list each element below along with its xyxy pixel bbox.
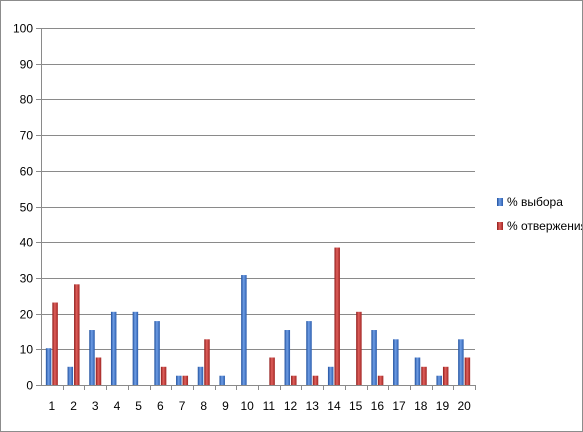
y-tick-label: 60 bbox=[20, 165, 34, 179]
y-tick-label: 90 bbox=[20, 58, 34, 72]
bar-choice-9 bbox=[219, 375, 225, 385]
bar-rejection-7 bbox=[182, 375, 189, 385]
x-tick-label: 18 bbox=[414, 399, 428, 413]
x-tick-label: 6 bbox=[157, 399, 164, 413]
legend-label-rejection: % отвержения bbox=[507, 219, 582, 233]
bar-rejection-8 bbox=[204, 339, 210, 385]
gridlines bbox=[41, 28, 475, 350]
x-tick-label: 2 bbox=[70, 399, 77, 413]
bar-choice-6 bbox=[154, 321, 160, 385]
y-tick-label: 80 bbox=[20, 93, 34, 107]
legend-swatch-rejection bbox=[497, 222, 503, 230]
x-tick-label: 4 bbox=[114, 399, 121, 413]
bar-choice-3 bbox=[89, 330, 95, 385]
x-tick-label: 13 bbox=[306, 399, 320, 413]
y-tick-label: 10 bbox=[20, 343, 34, 357]
legend: % выбора % отвержения bbox=[497, 195, 582, 233]
x-tick-label: 9 bbox=[222, 399, 229, 413]
bar-choice-17 bbox=[393, 339, 399, 385]
bar-choice-2 bbox=[67, 366, 74, 385]
x-tick-label: 8 bbox=[200, 399, 207, 413]
x-tick-label: 15 bbox=[349, 399, 363, 413]
bar-rejection-3 bbox=[95, 357, 102, 385]
x-tick-label: 10 bbox=[240, 399, 254, 413]
bar-rejection-19 bbox=[442, 366, 449, 385]
x-tick-label: 16 bbox=[371, 399, 385, 413]
bar-rejection-12 bbox=[291, 375, 297, 385]
bar-choice-5 bbox=[132, 311, 139, 385]
bar-rejection-11 bbox=[269, 357, 275, 385]
bar-rejection-6 bbox=[160, 366, 167, 385]
bar-rejection-18 bbox=[421, 366, 427, 385]
bar-choice-16 bbox=[371, 330, 377, 385]
bar-choice-1 bbox=[45, 348, 52, 385]
y-tick-label: 100 bbox=[13, 22, 33, 36]
x-tick-label: 7 bbox=[179, 399, 186, 413]
bar-rejection-14 bbox=[334, 247, 340, 385]
bar-rejection-15 bbox=[356, 311, 362, 385]
legend-swatch-choice bbox=[497, 198, 503, 206]
y-tick-label: 70 bbox=[20, 129, 34, 143]
bar-rejection-16 bbox=[377, 375, 384, 385]
bar-choice-19 bbox=[436, 375, 442, 385]
legend-label-choice: % выбора bbox=[507, 195, 563, 209]
bar-choice-4 bbox=[110, 311, 117, 385]
bar-choice-13 bbox=[306, 321, 312, 385]
y-tick-label: 40 bbox=[20, 236, 34, 250]
bars bbox=[45, 247, 471, 385]
bar-rejection-20 bbox=[464, 357, 471, 385]
y-tick-label: 30 bbox=[20, 272, 34, 286]
bar-choice-20 bbox=[458, 339, 464, 385]
axes bbox=[36, 28, 476, 390]
x-tick-label: 3 bbox=[92, 399, 99, 413]
x-tick-label: 11 bbox=[263, 399, 276, 413]
bar-rejection-2 bbox=[74, 284, 80, 385]
bar-rejection-1 bbox=[52, 302, 58, 385]
x-tick-label: 12 bbox=[284, 399, 298, 413]
x-tick-label: 14 bbox=[327, 399, 341, 413]
y-tick-labels: 0 10 20 30 40 50 60 70 80 90 100 bbox=[13, 22, 33, 393]
bar-choice-14 bbox=[327, 366, 334, 385]
x-tick-label: 17 bbox=[392, 399, 406, 413]
y-tick-label: 20 bbox=[20, 308, 34, 322]
x-tick-label: 20 bbox=[457, 399, 471, 413]
bar-choice-10 bbox=[241, 275, 247, 385]
x-tick-labels: 1 2 3 4 5 6 7 8 9 10 11 12 13 14 15 16 17 18 19 20 bbox=[49, 399, 472, 413]
bar-rejection-13 bbox=[312, 375, 319, 385]
y-tick-label: 50 bbox=[20, 201, 34, 215]
bar-choice-18 bbox=[414, 357, 421, 385]
bar-choice-12 bbox=[284, 330, 291, 385]
x-tick-label: 19 bbox=[436, 399, 450, 413]
x-tick-label: 1 bbox=[49, 399, 56, 413]
bar-choice-8 bbox=[197, 366, 204, 385]
x-tick-label: 5 bbox=[135, 399, 142, 413]
y-tick-label: 0 bbox=[26, 379, 33, 393]
bar-choice-7 bbox=[176, 375, 182, 385]
